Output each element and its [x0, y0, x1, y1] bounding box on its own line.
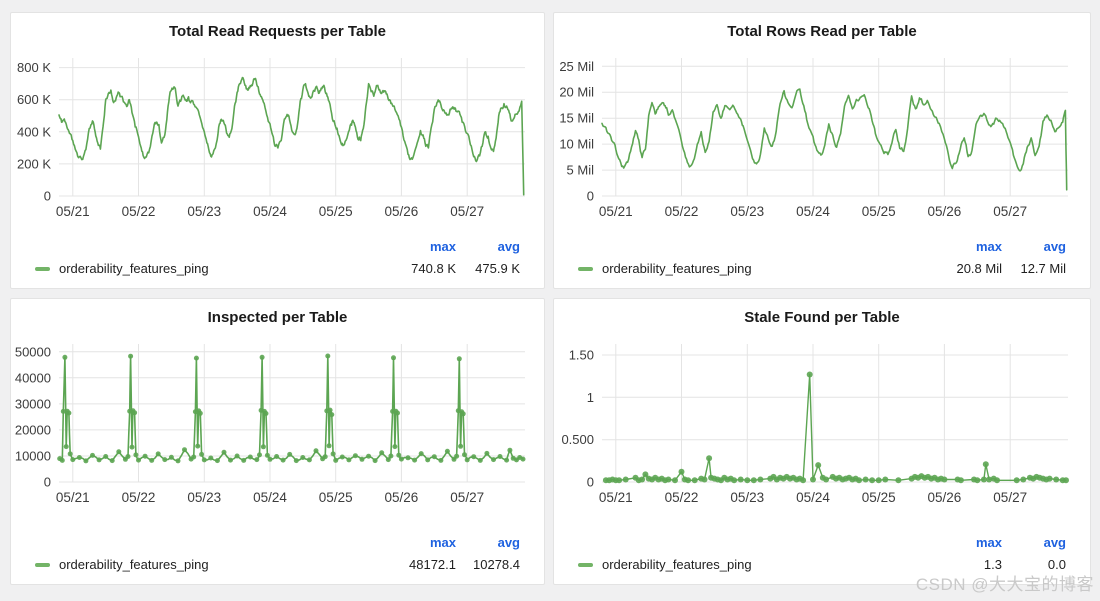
series-color-swatch	[578, 266, 593, 271]
panel-total-rows-read: Total Rows Read per Table 0 5 Mil 10 Mil 15…	[553, 12, 1091, 289]
svg-text:05/24: 05/24	[253, 490, 287, 505]
svg-text:20000: 20000	[15, 422, 51, 437]
svg-text:05/24: 05/24	[253, 204, 287, 219]
svg-text:05/22: 05/22	[122, 204, 156, 219]
series-avg-value: 475.9 K	[475, 261, 520, 276]
svg-text:10000: 10000	[15, 449, 51, 464]
dashboard-grid: Total Read Requests per Table 0 200 K 400 …	[10, 12, 1091, 585]
svg-text:05/22: 05/22	[665, 490, 699, 505]
svg-text:05/27: 05/27	[450, 490, 484, 505]
svg-text:0.500: 0.500	[561, 432, 594, 447]
svg-text:400 K: 400 K	[17, 124, 51, 139]
series-name[interactable]: orderability_features_ping	[602, 557, 752, 572]
svg-text:10 Mil: 10 Mil	[559, 137, 594, 152]
time-series-chart[interactable]: 0 10000 20000 30000 40000 50000 05/21 05/22 05/2…	[13, 336, 531, 508]
svg-text:0: 0	[587, 189, 594, 204]
svg-text:05/25: 05/25	[862, 490, 896, 505]
svg-text:0: 0	[587, 475, 594, 490]
svg-text:15 Mil: 15 Mil	[559, 111, 594, 126]
legend-header-row: max avg	[554, 239, 1090, 257]
svg-text:05/26: 05/26	[928, 204, 962, 219]
svg-text:30000: 30000	[15, 396, 51, 411]
svg-text:05/27: 05/27	[993, 490, 1027, 505]
svg-text:05/21: 05/21	[56, 490, 90, 505]
time-series-chart[interactable]: 0 200 K 400 K 600 K 800 K 05/21 05/22 05/23 05/2…	[13, 50, 531, 222]
panel-inspected: Inspected per Table 0 10000 20000 30000 4000…	[10, 298, 545, 585]
legend: max avg orderability_features_ping 740.8…	[11, 239, 544, 288]
svg-text:05/26: 05/26	[928, 490, 962, 505]
svg-text:05/24: 05/24	[796, 204, 830, 219]
legend-max-header[interactable]: max	[975, 239, 1002, 254]
legend-avg-header[interactable]: avg	[497, 535, 520, 550]
time-series-chart[interactable]: 0 5 Mil 10 Mil 15 Mil 20 Mil 25 Mil 05/21 05/22…	[556, 50, 1074, 222]
series-color-swatch	[35, 562, 50, 567]
series-max-value: 20.8 Mil	[956, 261, 1002, 276]
panel-total-read-requests: Total Read Requests per Table 0 200 K 400 …	[10, 12, 545, 289]
legend-avg-header[interactable]: avg	[1043, 535, 1066, 550]
svg-text:0: 0	[44, 475, 51, 490]
svg-text:05/27: 05/27	[450, 204, 484, 219]
legend-header-row: max avg	[11, 239, 544, 257]
svg-text:05/26: 05/26	[385, 490, 419, 505]
legend-row: orderability_features_ping 48172.1 10278…	[11, 553, 544, 572]
series-name[interactable]: orderability_features_ping	[59, 557, 209, 572]
series-avg-value: 0.0	[1047, 557, 1066, 572]
svg-text:05/21: 05/21	[56, 204, 90, 219]
series-color-swatch	[578, 562, 593, 567]
legend: max avg orderability_features_ping 1.3 0…	[554, 535, 1090, 584]
svg-text:05/21: 05/21	[599, 490, 633, 505]
panel-title[interactable]: Total Rows Read per Table	[727, 23, 917, 40]
panel-title[interactable]: Total Read Requests per Table	[169, 23, 386, 40]
svg-text:800 K: 800 K	[17, 60, 51, 75]
series-avg-value: 12.7 Mil	[1020, 261, 1066, 276]
legend-header-row: max avg	[11, 535, 544, 553]
series-name[interactable]: orderability_features_ping	[59, 261, 209, 276]
legend-max-header[interactable]: max	[429, 239, 456, 254]
legend-row: orderability_features_ping 20.8 Mil 12.7…	[554, 257, 1090, 276]
legend-max-header[interactable]: max	[975, 535, 1002, 550]
legend-header-row: max avg	[554, 535, 1090, 553]
svg-text:05/23: 05/23	[187, 490, 221, 505]
svg-text:05/22: 05/22	[122, 490, 156, 505]
svg-text:1: 1	[587, 390, 594, 405]
svg-text:1.50: 1.50	[569, 348, 594, 363]
series-max-value: 1.3	[983, 557, 1002, 572]
panel-title[interactable]: Inspected per Table	[207, 309, 348, 326]
svg-text:05/25: 05/25	[862, 204, 896, 219]
svg-text:200 K: 200 K	[17, 156, 51, 171]
svg-text:05/21: 05/21	[599, 204, 633, 219]
legend-avg-header[interactable]: avg	[1043, 239, 1066, 254]
svg-text:5 Mil: 5 Mil	[567, 163, 595, 178]
legend: max avg orderability_features_ping 20.8 …	[554, 239, 1090, 288]
svg-text:05/23: 05/23	[730, 490, 764, 505]
legend-max-header[interactable]: max	[429, 535, 456, 550]
panel-stale-found: Stale Found per Table 0 0.500 1 1.50 05/21 05…	[553, 298, 1091, 585]
svg-text:600 K: 600 K	[17, 92, 51, 107]
series-max-value: 48172.1	[409, 557, 456, 572]
svg-text:05/25: 05/25	[319, 204, 353, 219]
legend-row: orderability_features_ping 740.8 K 475.9…	[11, 257, 544, 276]
series-avg-value: 10278.4	[473, 557, 520, 572]
svg-text:05/23: 05/23	[187, 204, 221, 219]
svg-text:40000: 40000	[15, 370, 51, 385]
svg-text:50000: 50000	[15, 344, 51, 359]
svg-text:25 Mil: 25 Mil	[559, 59, 594, 74]
svg-text:05/27: 05/27	[993, 204, 1027, 219]
time-series-chart[interactable]: 0 0.500 1 1.50 05/21 05/22 05/23 05/24 05/25 05/2…	[556, 336, 1074, 508]
svg-text:05/23: 05/23	[730, 204, 764, 219]
svg-text:05/22: 05/22	[665, 204, 699, 219]
svg-text:05/24: 05/24	[796, 490, 830, 505]
series-max-value: 740.8 K	[411, 261, 456, 276]
panel-title[interactable]: Stale Found per Table	[744, 309, 900, 326]
legend-avg-header[interactable]: avg	[497, 239, 520, 254]
svg-text:05/26: 05/26	[385, 204, 419, 219]
legend-row: orderability_features_ping 1.3 0.0	[554, 553, 1090, 572]
svg-text:0: 0	[44, 189, 51, 204]
series-color-swatch	[35, 266, 50, 271]
svg-text:05/25: 05/25	[319, 490, 353, 505]
series-name[interactable]: orderability_features_ping	[602, 261, 752, 276]
legend: max avg orderability_features_ping 48172…	[11, 535, 544, 584]
svg-text:20 Mil: 20 Mil	[559, 85, 594, 100]
